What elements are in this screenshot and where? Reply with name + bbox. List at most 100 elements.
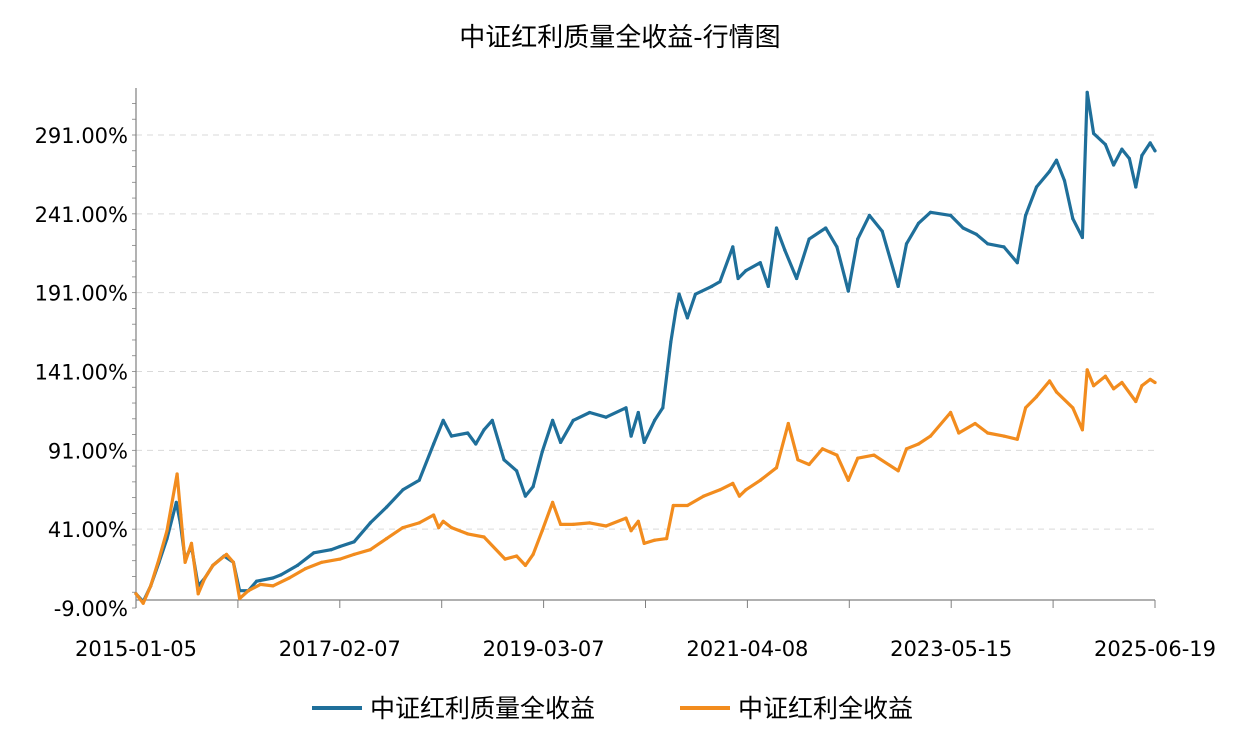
y-tick-label: 191.00% [35, 282, 128, 306]
data-point [957, 431, 961, 435]
data-point [718, 280, 722, 284]
data-point [271, 576, 275, 580]
data-point [515, 554, 519, 558]
data-point [441, 519, 445, 523]
data-point [1048, 379, 1052, 383]
data-point [1153, 149, 1157, 153]
data-point [312, 551, 316, 555]
data-point [1071, 217, 1075, 221]
data-point [1015, 261, 1019, 265]
data-point [189, 541, 194, 546]
data-point [368, 548, 372, 552]
data-point [1103, 374, 1107, 378]
data-point [731, 245, 735, 249]
data-point [856, 456, 860, 460]
data-point [872, 453, 876, 457]
series-line-1 [134, 90, 1157, 604]
data-point [385, 505, 389, 509]
data-point [466, 532, 470, 536]
data-point [1092, 384, 1096, 388]
data-point [685, 503, 690, 508]
data-point [1002, 434, 1006, 438]
data-point [774, 226, 779, 230]
data-point [731, 481, 735, 485]
data-point [441, 418, 445, 422]
data-point [157, 557, 161, 561]
data-point [368, 521, 372, 525]
x-axis-tick-labels: 2015-01-05 2017-02-07 2019-03-07 2021-04-08… [75, 637, 1216, 661]
series-line-2 [134, 368, 1157, 605]
y-tick-label: 241.00% [35, 203, 128, 227]
data-point [474, 442, 478, 446]
data-point [551, 500, 555, 504]
data-point [531, 552, 535, 557]
data-point [523, 563, 528, 568]
data-point [949, 213, 953, 217]
data-point [175, 472, 179, 476]
data-point [1148, 377, 1152, 381]
data-point [238, 596, 242, 601]
x-tick-label: 2021-04-08 [686, 637, 808, 661]
data-point [824, 226, 828, 230]
series-lines [134, 90, 1157, 605]
data-point [820, 447, 825, 451]
data-point [904, 447, 909, 451]
data-point [1134, 399, 1138, 404]
data-point [559, 522, 563, 527]
data-point [677, 292, 681, 296]
data-point [540, 529, 544, 533]
data-point [1140, 384, 1144, 388]
data-point [693, 292, 698, 296]
data-point [629, 529, 633, 533]
data-point [149, 584, 153, 588]
data-point [737, 494, 742, 498]
data-point [231, 560, 235, 564]
y-axis-tick-labels: -9.00% 41.00% 91.00% 141.00% 191.00% 241.00% 2… [35, 124, 128, 621]
data-point [571, 522, 575, 527]
data-point [669, 339, 673, 344]
data-point [796, 458, 800, 462]
data-point [624, 516, 628, 520]
data-point [320, 560, 324, 564]
data-point [1112, 163, 1116, 167]
data-point [1092, 131, 1096, 135]
data-point [974, 232, 979, 236]
data-point [904, 242, 909, 246]
data-point [482, 535, 486, 539]
data-point [774, 466, 779, 470]
data-point [1085, 368, 1089, 372]
data-point [1062, 179, 1067, 183]
data-point [636, 519, 640, 523]
data-point [1002, 245, 1006, 249]
data-point [807, 462, 811, 467]
data-point [295, 563, 300, 568]
x-tick-label: 2019-03-07 [483, 637, 605, 661]
legend-label: 中证红利质量全收益 [370, 694, 595, 723]
data-point [786, 421, 790, 426]
data-point [629, 434, 633, 438]
legend: 中证红利质量全收益 中证红利全收益 [312, 694, 913, 723]
data-point [432, 513, 436, 517]
data-point [515, 469, 519, 473]
data-point [1054, 390, 1059, 394]
data-point [279, 573, 283, 577]
data-point [604, 524, 608, 528]
data-point [1134, 185, 1138, 189]
x-tick-label: 2023-05-15 [890, 637, 1012, 661]
data-point [636, 410, 640, 415]
data-point [928, 434, 933, 438]
data-point [671, 503, 675, 508]
data-point [835, 453, 839, 457]
data-point [973, 421, 977, 426]
data-point [1034, 395, 1039, 399]
data-point [417, 521, 421, 525]
data-point [165, 529, 169, 533]
data-point [338, 557, 342, 561]
data-point [856, 237, 860, 241]
data-point [211, 563, 215, 568]
data-point [880, 229, 884, 233]
data-point [449, 526, 454, 530]
data-point [1024, 213, 1028, 217]
data-point [352, 540, 356, 544]
